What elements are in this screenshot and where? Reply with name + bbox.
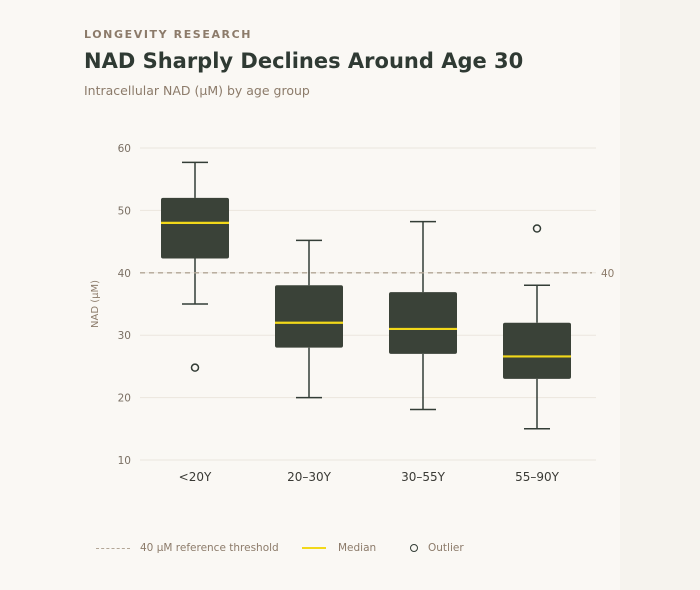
legend-median: Median bbox=[302, 542, 376, 554]
y-axis-label: NAD (µM) bbox=[90, 280, 101, 328]
eyebrow-label: LONGEVITY RESEARCH bbox=[84, 28, 253, 41]
y-tick-label: 20 bbox=[118, 393, 131, 405]
chart-card: LONGEVITY RESEARCH NAD Sharply Declines … bbox=[84, 28, 615, 554]
outlier-point bbox=[190, 363, 200, 372]
x-tick-label: <20Y bbox=[179, 470, 212, 484]
y-tick-label: 40 bbox=[118, 268, 131, 280]
outlier-point bbox=[532, 224, 542, 233]
legend-threshold-label: 40 µM reference threshold bbox=[140, 542, 279, 554]
x-tick-label: 20–30Y bbox=[287, 470, 332, 484]
legend-median-label: Median bbox=[338, 542, 377, 554]
x-tick-label: 30–55Y bbox=[401, 470, 446, 484]
y-tick-label: 60 bbox=[118, 143, 131, 155]
iqr-box bbox=[389, 292, 457, 354]
reference-threshold-label: 40 bbox=[601, 268, 614, 280]
outlier-circle-icon bbox=[410, 544, 418, 552]
y-tick-label: 30 bbox=[118, 330, 131, 342]
chart-subtitle: Intracellular NAD (µM) by age group bbox=[84, 83, 310, 98]
iqr-box bbox=[161, 197, 229, 259]
dashed-line-icon bbox=[96, 547, 130, 549]
legend-threshold: 40 µM reference threshold bbox=[96, 542, 279, 554]
legend-outlier: Outlier bbox=[410, 542, 464, 554]
iqr-box bbox=[275, 285, 343, 348]
y-tick-label: 50 bbox=[118, 205, 131, 217]
y-tick-label: 10 bbox=[118, 455, 131, 467]
iqr-box bbox=[503, 322, 571, 379]
x-tick-label: 55–90Y bbox=[515, 470, 560, 484]
chart-title: NAD Sharply Declines Around Age 30 bbox=[84, 49, 524, 73]
legend-outlier-label: Outlier bbox=[428, 542, 464, 554]
median-line-icon bbox=[302, 547, 326, 549]
